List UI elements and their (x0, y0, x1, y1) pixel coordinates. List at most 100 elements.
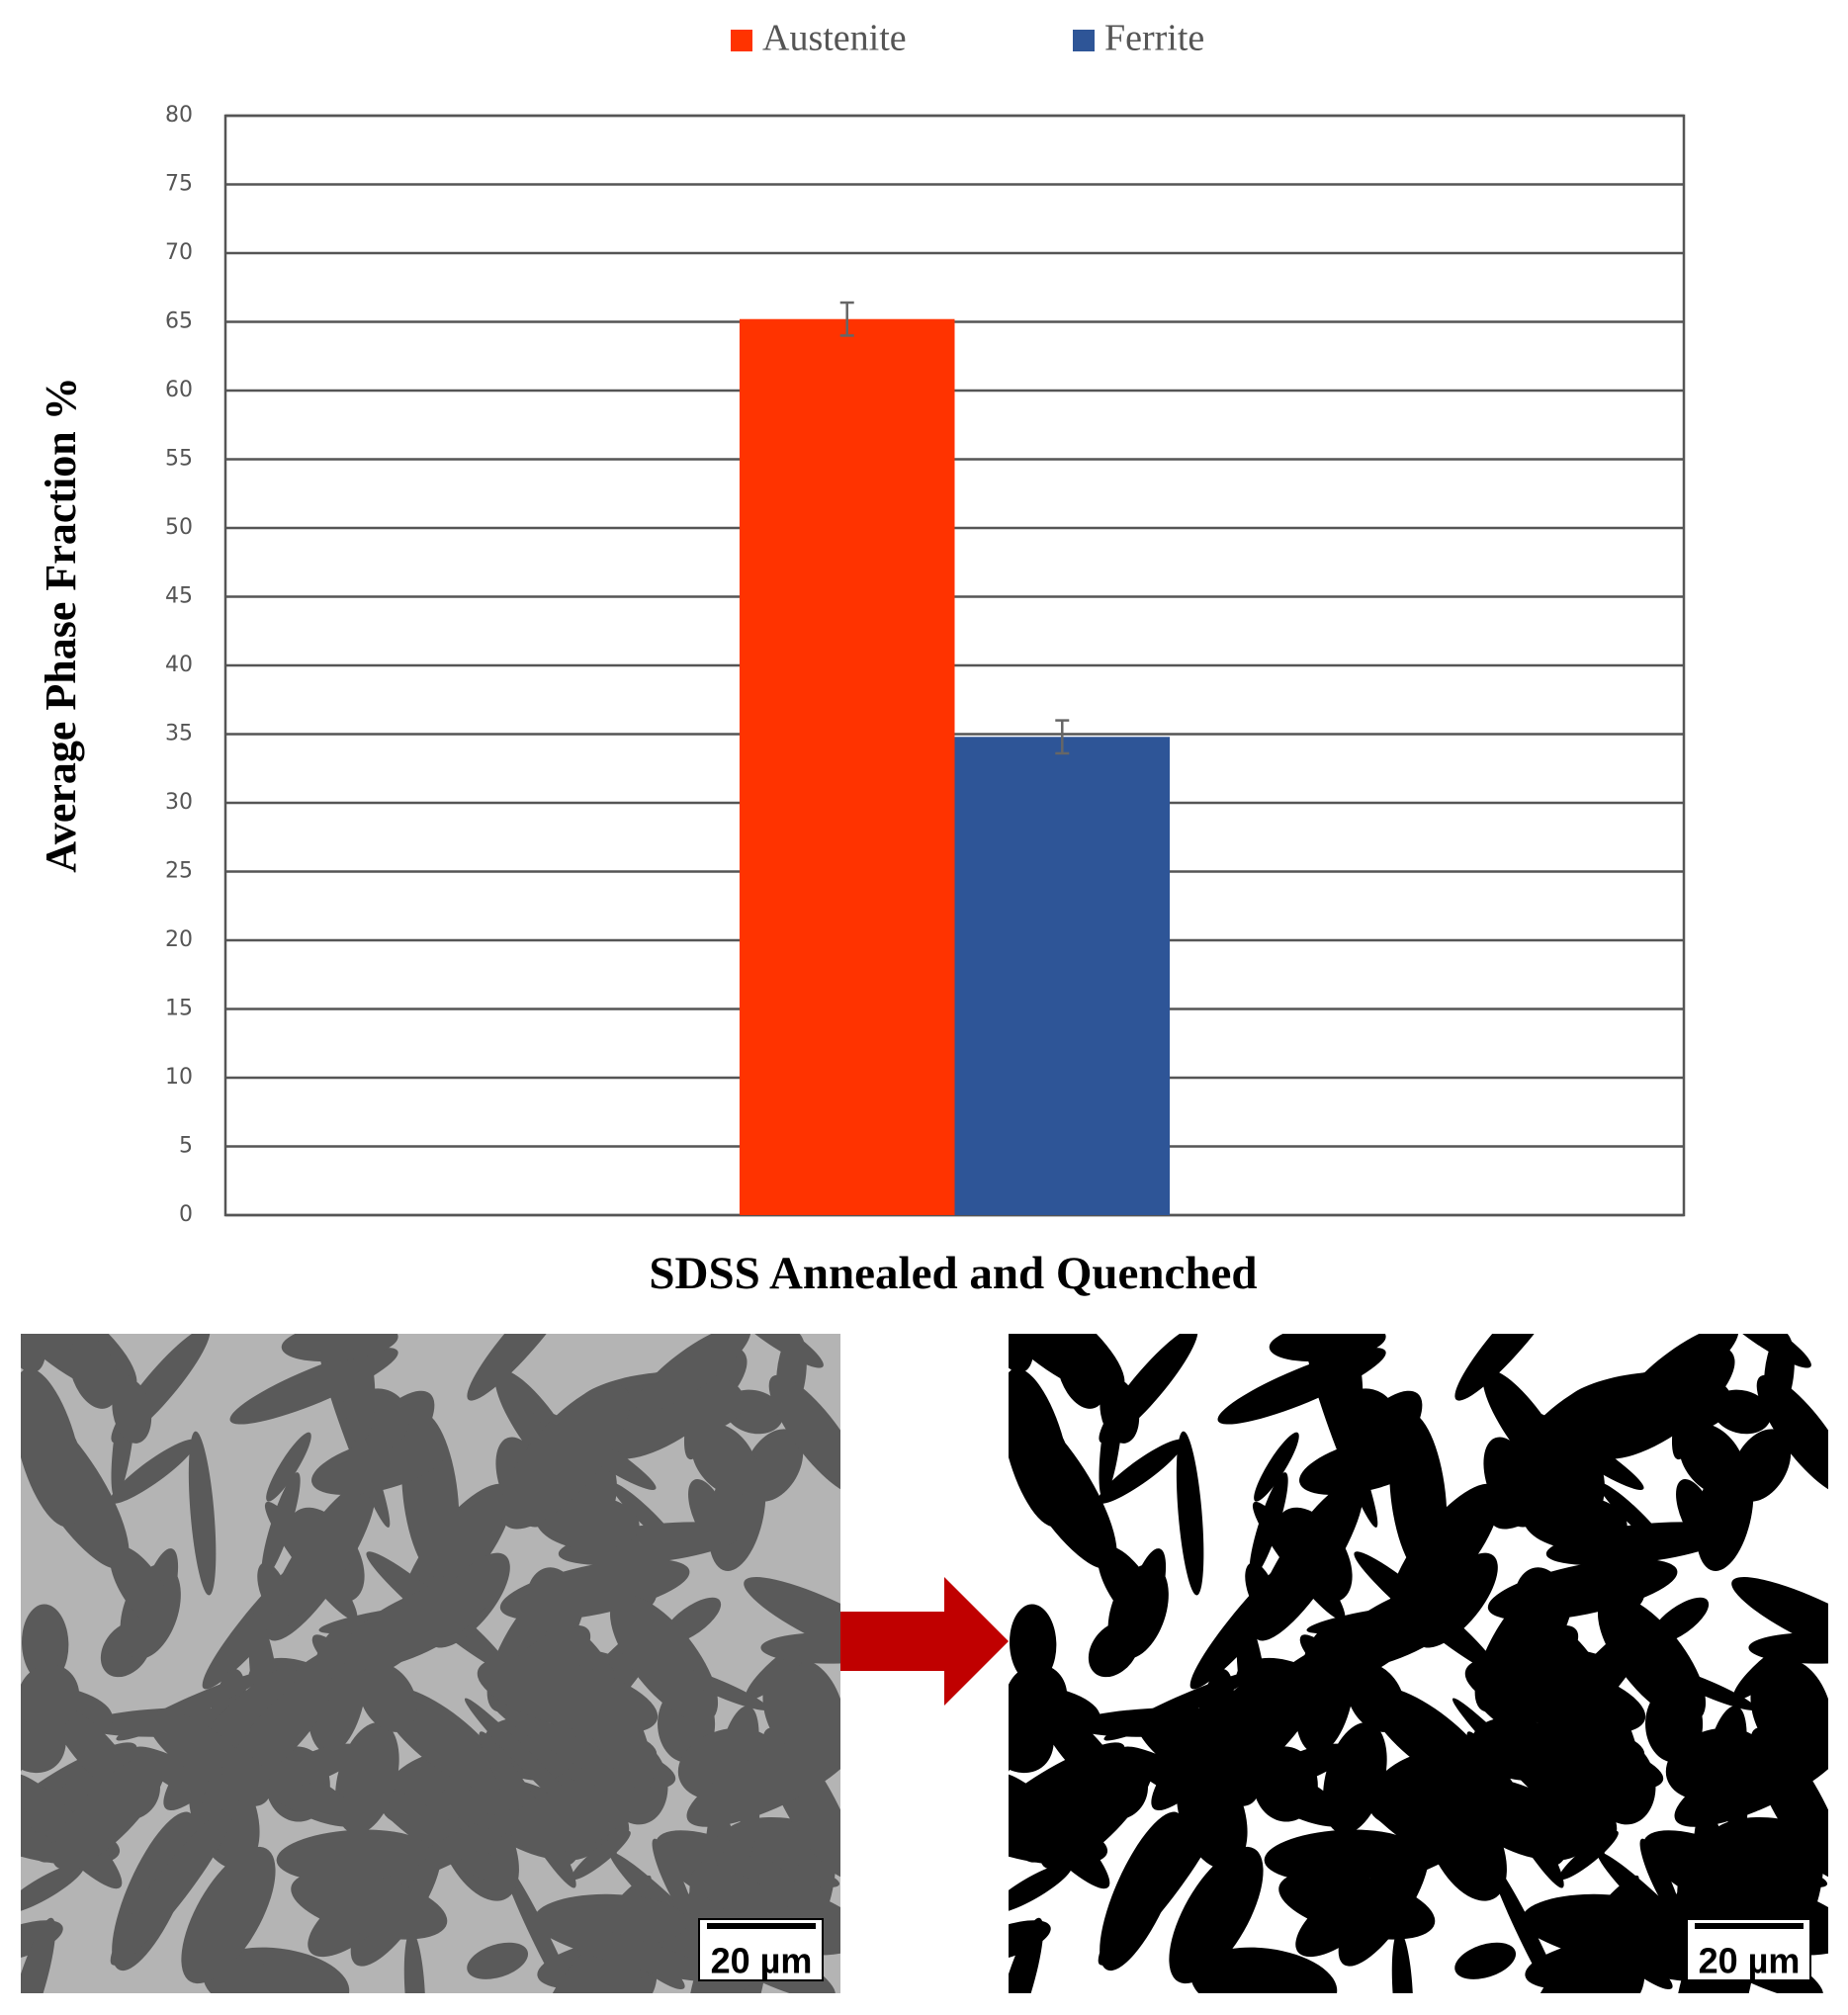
phase-region (257, 1562, 291, 1621)
y-axis-label: Average Phase Fraction % (37, 377, 85, 872)
phase-region (1750, 1668, 1805, 1753)
phase-region (1328, 1581, 1478, 1670)
phase-region (526, 1567, 578, 1634)
phase-region (1454, 1334, 1566, 1401)
phase-region (21, 1917, 56, 1993)
phase-region (1389, 1483, 1501, 1619)
phase-region (112, 1378, 152, 1444)
phase-region (762, 1668, 818, 1753)
phase-region (652, 1838, 694, 1922)
phase-region (1748, 1632, 1828, 1664)
phase-region (477, 1655, 659, 1734)
phase-region (467, 1942, 529, 1979)
phase-region (688, 1478, 732, 1550)
phase-region (340, 1581, 490, 1670)
phase-region (500, 1383, 631, 1530)
legend-label: Ferrite (1104, 18, 1204, 59)
phase-region (1249, 1472, 1288, 1578)
micrograph: 20 µm (21, 1334, 840, 1993)
phase-region (636, 1334, 751, 1413)
phase-region (1264, 1829, 1418, 1883)
legend-swatch (1073, 30, 1095, 51)
phase-region (1624, 1334, 1739, 1413)
phase-region (1009, 1664, 1068, 1731)
phase-region (1756, 1374, 1828, 1495)
y-tick-label: 65 (165, 309, 193, 334)
scale-label: 20 µm (1699, 1941, 1801, 1981)
scale-label: 20 µm (711, 1941, 813, 1981)
error-bar (839, 301, 854, 337)
legend-label: Austenite (762, 18, 907, 59)
phase-region (1679, 1423, 1745, 1496)
phase-region (1009, 1917, 1044, 1993)
phase-region (21, 1367, 84, 1528)
phase-region (1346, 1663, 1405, 1732)
y-tick-label: 30 (165, 790, 193, 815)
phase-region (21, 1664, 80, 1731)
y-tick-label: 15 (165, 997, 193, 1021)
phase-region (1558, 1830, 1619, 1881)
phase-region (1299, 1436, 1436, 1496)
y-tick-label: 45 (165, 584, 193, 609)
phase-region (261, 1472, 301, 1578)
phase-region (52, 1753, 167, 1870)
phase-region (1278, 1871, 1436, 1940)
phase-region (509, 1787, 624, 1853)
texture (1009, 1334, 1828, 1993)
y-tick-label: 40 (165, 653, 193, 677)
phase-region (188, 1431, 217, 1596)
phase-region (1098, 1806, 1222, 1966)
phase-region (609, 1595, 719, 1722)
phase-region (226, 1673, 333, 1787)
phase-region (1057, 1336, 1106, 1409)
phase-region (1731, 1577, 1828, 1669)
phase-region (69, 1336, 119, 1409)
phase-region (1639, 1838, 1682, 1922)
y-tick-label: 80 (165, 103, 193, 128)
phase-region (1514, 1567, 1566, 1634)
phase-region (1269, 1334, 1386, 1362)
phase-region (203, 1947, 350, 1993)
phase-region (1464, 1655, 1646, 1734)
y-tick-label: 10 (165, 1065, 193, 1090)
y-tick-label: 50 (165, 515, 193, 540)
phase-region (1098, 1545, 1162, 1630)
phase-region (1245, 1562, 1278, 1621)
phase-region (1454, 1942, 1517, 1979)
scale-box (1686, 1918, 1811, 1981)
phase-region (221, 1752, 271, 1806)
phase-region (1391, 1931, 1414, 1993)
phase-region (1657, 1666, 1757, 1710)
phase-region (1679, 1867, 1780, 1926)
y-tick-label: 70 (165, 240, 193, 265)
phase-region (311, 1436, 448, 1496)
phase-region (1169, 1846, 1264, 1984)
scale-box (698, 1918, 824, 1981)
phase-region (1100, 1378, 1140, 1444)
phase-region (1176, 1431, 1204, 1596)
y-tick-label: 20 (165, 927, 193, 952)
phase-region (1497, 1787, 1612, 1853)
phase-region (276, 1829, 430, 1883)
phase-region (571, 1830, 631, 1881)
phase-region (1209, 1752, 1259, 1806)
phase-region (368, 1784, 504, 1883)
phase-region (662, 1597, 722, 1644)
phase-region (1261, 1743, 1349, 1788)
phase-region (760, 1632, 840, 1664)
phase-region (273, 1743, 361, 1788)
phase-region (1488, 1383, 1619, 1530)
phase-region (1674, 1730, 1828, 1827)
phase-region (1597, 1595, 1707, 1722)
phase-region (266, 1432, 311, 1502)
phase-region (1009, 1863, 1073, 1914)
phase-region (181, 1846, 276, 1984)
phase-region (291, 1871, 448, 1940)
error-bar (1055, 719, 1070, 755)
phase-region (467, 1334, 578, 1401)
phase-region (1040, 1753, 1155, 1870)
phase-region (1190, 1947, 1338, 1993)
y-tick-label: 55 (165, 447, 193, 472)
y-tick-label: 75 (165, 172, 193, 197)
bar (739, 318, 955, 1216)
